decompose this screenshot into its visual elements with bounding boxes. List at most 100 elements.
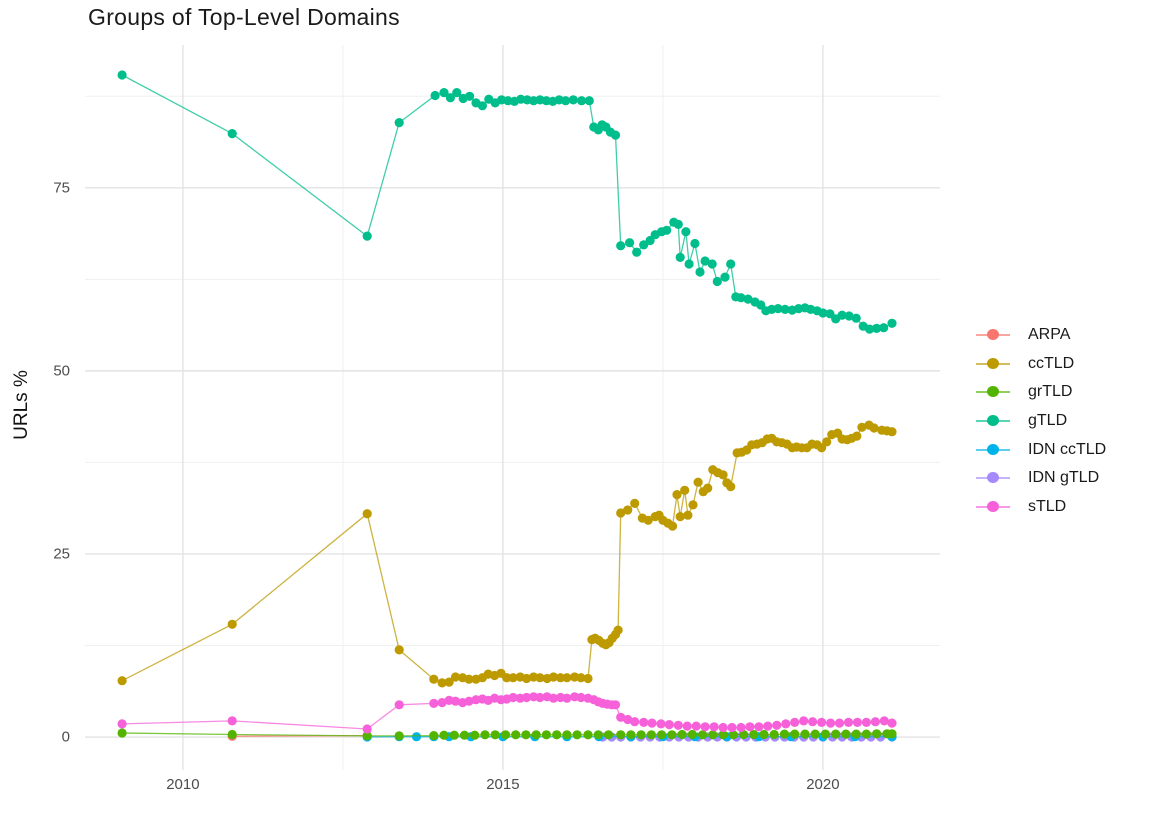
data-point [577, 96, 587, 106]
data-point [759, 729, 769, 740]
data-point [555, 673, 566, 683]
data-point [857, 422, 867, 432]
data-point [726, 259, 736, 269]
data-point [688, 500, 698, 510]
data-point [522, 673, 532, 684]
data-point [667, 730, 677, 740]
data-point [675, 252, 685, 262]
data-point [450, 696, 461, 706]
data-point [852, 431, 862, 441]
data-point [683, 510, 693, 520]
data-point [502, 673, 512, 683]
x-tick-label: 2020 [806, 776, 840, 793]
data-point [817, 717, 827, 728]
point-line-swatch-icon [976, 386, 1010, 398]
data-point [521, 730, 531, 740]
data-point [745, 722, 755, 732]
data-point [799, 716, 809, 726]
data-point [362, 731, 372, 741]
legend-item-idn-gtld: IDN gTLD [976, 464, 1106, 493]
data-point [851, 729, 861, 739]
data-point [754, 722, 764, 732]
data-point [437, 698, 447, 708]
point-line-swatch-icon [976, 415, 1010, 427]
data-point [552, 730, 562, 740]
data-point [691, 721, 701, 731]
data-point [887, 427, 897, 437]
data-point [870, 717, 881, 727]
data-point [477, 101, 487, 111]
data-point [548, 693, 559, 703]
data-point [656, 719, 666, 729]
data-point [439, 730, 449, 740]
data-point [613, 625, 623, 635]
data-point [662, 225, 672, 235]
data-point [362, 509, 372, 519]
data-point [490, 730, 500, 740]
data-point [439, 88, 449, 98]
data-point [593, 730, 603, 740]
data-point [394, 700, 404, 710]
data-point [879, 323, 889, 333]
data-point [572, 730, 582, 740]
data-point [693, 477, 703, 487]
point-line-swatch-icon [976, 329, 1010, 341]
y-tick-label: 50 [53, 362, 70, 380]
series-grtld [117, 728, 897, 741]
data-point [769, 729, 779, 740]
data-point [508, 692, 518, 703]
data-point [450, 672, 461, 682]
y-tick-label: 25 [53, 545, 70, 563]
x-tick-label: 2015 [486, 776, 520, 793]
data-point [700, 256, 710, 266]
legend-item-arpa: ARPA [976, 321, 1106, 350]
data-point [879, 716, 889, 726]
data-point [465, 91, 475, 101]
data-point [837, 310, 847, 320]
data-point [616, 712, 626, 722]
data-point [227, 716, 237, 726]
data-point [861, 717, 872, 728]
data-point [562, 673, 572, 683]
data-point [872, 729, 882, 739]
y-tick-label: 75 [53, 179, 70, 197]
data-point [362, 724, 372, 734]
series-line [121, 74, 893, 330]
series-stld [117, 692, 897, 734]
data-point [603, 730, 614, 740]
data-point [583, 673, 593, 684]
data-point [630, 717, 640, 727]
data-point [841, 729, 851, 739]
data-point [708, 730, 718, 740]
swatch-dot [987, 415, 999, 427]
data-point [561, 96, 571, 106]
swatch-dot [987, 386, 999, 398]
series-cctld [117, 420, 897, 688]
data-point [584, 96, 594, 106]
legend-label: ARPA [1028, 326, 1071, 344]
data-point [470, 730, 480, 740]
legend-label: grTLD [1028, 383, 1073, 401]
data-point [643, 515, 653, 525]
data-point [681, 227, 691, 237]
data-point [677, 729, 687, 740]
data-point [790, 729, 800, 739]
data-point [852, 717, 863, 728]
data-point [616, 730, 626, 740]
point-line-swatch-icon [976, 472, 1010, 484]
data-point [718, 730, 728, 740]
data-point [772, 720, 782, 730]
data-point [687, 729, 697, 740]
data-point [773, 304, 783, 314]
data-point [736, 293, 746, 303]
data-point [623, 505, 633, 515]
data-point [362, 231, 372, 241]
data-point [831, 729, 841, 739]
data-point [535, 673, 545, 683]
data-point [429, 698, 439, 709]
data-point [818, 308, 828, 318]
data-point [872, 323, 882, 333]
data-point [429, 731, 439, 741]
data-point [576, 673, 586, 683]
swatch-dot [987, 357, 999, 369]
